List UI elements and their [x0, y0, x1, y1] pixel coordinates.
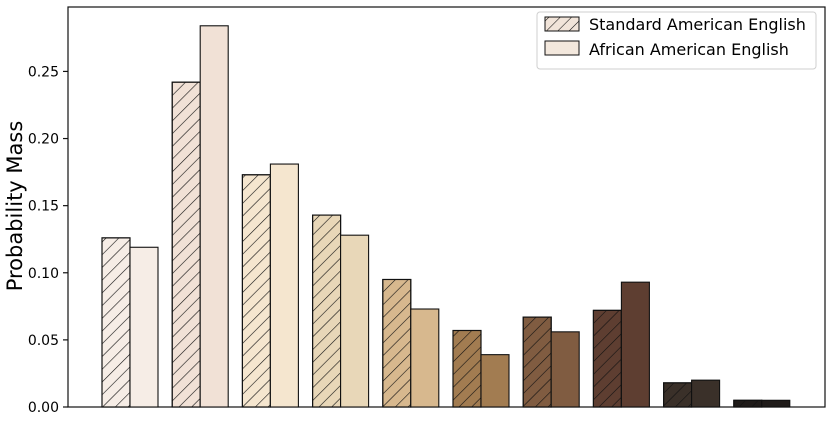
bar-hatch-sae-8 [592, 309, 622, 408]
legend-swatch-standard-american-english-hatch [544, 16, 580, 32]
bar-aae-8 [620, 281, 650, 408]
bar-aae-5 [410, 308, 440, 408]
y-tick-label-3: 0.15 [28, 199, 59, 215]
legend-box [536, 11, 817, 70]
legend: Standard American English African Americ… [536, 11, 817, 70]
y-tick-label-2: 0.10 [28, 266, 59, 282]
bar-hatch-sae-6 [452, 329, 482, 408]
y-tick-label-4: 0.20 [28, 132, 59, 148]
plot-frame [67, 6, 826, 408]
bar-hatch-sae-4 [312, 214, 342, 408]
bar-aae-6 [480, 354, 510, 408]
bar-hatch-sae-1 [101, 237, 131, 408]
bar-aae-2 [199, 25, 229, 408]
y-axis: 0.00 0.05 0.10 0.15 0.20 0.25 [28, 64, 68, 416]
bar-hatch-sae-3 [241, 174, 271, 408]
bar-hatch-sae-9 [663, 382, 693, 408]
legend-label-standard-american-english: Standard American English [589, 15, 806, 34]
y-axis-label: Probability Mass [3, 121, 27, 292]
bar-hatch-sae-10 [733, 399, 763, 408]
bar-hatch-sae-2 [171, 81, 201, 408]
bar-aae-1 [129, 246, 159, 408]
bar-aae-10 [761, 399, 791, 408]
legend-swatch-african-american-english [544, 40, 580, 56]
bar-aae-4 [340, 234, 370, 408]
bar-aae-3 [269, 163, 299, 408]
bar-aae-7 [550, 331, 580, 408]
bar-hatch-sae-7 [522, 316, 552, 408]
bar-hatch-sae-5 [382, 278, 412, 408]
y-tick-label-1: 0.05 [28, 333, 59, 349]
legend-label-african-american-english: African American English [589, 40, 789, 59]
y-tick-label-5: 0.25 [28, 64, 59, 80]
y-tick-label-0: 0.00 [28, 400, 59, 416]
plot-area [67, 6, 826, 408]
bar-aae-9 [691, 379, 721, 408]
